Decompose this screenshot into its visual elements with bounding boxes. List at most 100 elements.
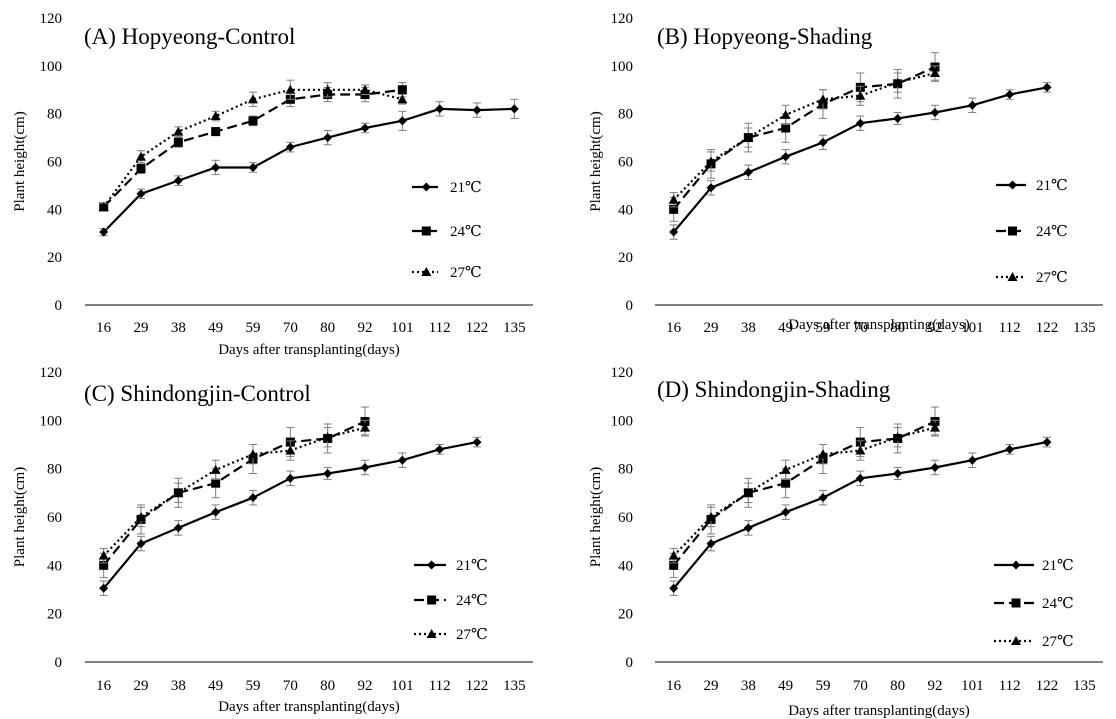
data-point bbox=[173, 176, 183, 186]
legend-label: 21℃ bbox=[1036, 178, 1068, 194]
data-point bbox=[706, 156, 716, 166]
series bbox=[668, 419, 940, 564]
series-line bbox=[672, 441, 1048, 590]
y-tick-label: 0 bbox=[626, 655, 634, 671]
series-line bbox=[672, 86, 1048, 233]
legend-label: 27℃ bbox=[1036, 270, 1068, 286]
legend-entry: 21℃ bbox=[412, 180, 482, 196]
data-point bbox=[98, 201, 109, 211]
data-point bbox=[323, 469, 333, 478]
panel-title: (A) Hopyeong-Control bbox=[84, 24, 295, 49]
series bbox=[669, 52, 940, 222]
data-point bbox=[743, 132, 754, 142]
x-tick-label: 92 bbox=[358, 678, 373, 694]
y-tick-label: 60 bbox=[47, 155, 62, 171]
x-tick-label: 59 bbox=[816, 320, 831, 336]
series-line bbox=[102, 107, 515, 233]
data-point bbox=[892, 432, 903, 442]
legend-entry: 24℃ bbox=[994, 596, 1074, 612]
data-point bbox=[435, 444, 445, 454]
x-tick-label: 101 bbox=[961, 678, 984, 694]
x-tick-label: 49 bbox=[778, 320, 793, 336]
legend-marker bbox=[426, 629, 437, 638]
y-tick-label: 100 bbox=[40, 59, 63, 75]
data-point bbox=[211, 478, 221, 488]
data-point bbox=[781, 507, 791, 517]
legend-label: 21℃ bbox=[1042, 558, 1074, 574]
y-tick-label: 0 bbox=[55, 298, 63, 314]
data-point bbox=[743, 167, 753, 177]
legend-entry: 24℃ bbox=[996, 224, 1068, 240]
y-tick-label: 40 bbox=[618, 202, 633, 218]
y-tick-label: 80 bbox=[47, 462, 62, 478]
series bbox=[98, 419, 370, 564]
data-point bbox=[397, 85, 407, 95]
legend-label: 24℃ bbox=[456, 593, 488, 609]
x-tick-label: 112 bbox=[429, 678, 451, 694]
data-point bbox=[893, 469, 903, 478]
data-point bbox=[136, 539, 146, 549]
y-tick-label: 20 bbox=[47, 250, 62, 266]
series bbox=[99, 436, 482, 597]
series bbox=[99, 98, 519, 237]
x-tick-label: 70 bbox=[853, 320, 868, 336]
x-tick-label: 92 bbox=[928, 678, 943, 694]
data-point bbox=[173, 137, 183, 147]
data-point bbox=[669, 204, 679, 214]
x-tick-label: 38 bbox=[741, 320, 756, 336]
series bbox=[99, 406, 370, 578]
y-tick-label: 100 bbox=[611, 413, 634, 429]
data-point bbox=[668, 550, 679, 560]
y-tick-label: 120 bbox=[40, 365, 63, 381]
data-point bbox=[892, 77, 903, 87]
data-point bbox=[360, 123, 370, 133]
data-point bbox=[248, 493, 258, 503]
data-point bbox=[930, 107, 940, 117]
data-point bbox=[211, 127, 221, 137]
data-point bbox=[855, 90, 866, 100]
data-point bbox=[818, 94, 828, 104]
legend-entry: 27℃ bbox=[994, 634, 1074, 650]
legend-marker bbox=[1011, 560, 1021, 570]
y-tick-label: 20 bbox=[618, 250, 633, 266]
x-tick-label: 112 bbox=[429, 320, 451, 336]
y-tick-label: 80 bbox=[618, 107, 633, 123]
data-point bbox=[855, 473, 865, 483]
legend-entry: 27℃ bbox=[996, 270, 1068, 286]
x-tick-label: 29 bbox=[704, 320, 719, 336]
data-point bbox=[669, 560, 679, 570]
legend-entry: 27℃ bbox=[412, 265, 482, 281]
data-point bbox=[1042, 437, 1052, 447]
data-point bbox=[893, 113, 903, 123]
legend-marker bbox=[1011, 598, 1021, 608]
panel-title: (B) Hopyeong-Shading bbox=[657, 24, 873, 49]
legend-marker bbox=[421, 226, 431, 236]
data-point bbox=[509, 104, 519, 114]
data-point bbox=[781, 123, 791, 133]
x-tick-label: 38 bbox=[171, 320, 186, 336]
legend-entry: 21℃ bbox=[996, 178, 1068, 194]
legend-marker bbox=[1008, 180, 1017, 190]
x-tick-label: 49 bbox=[778, 678, 793, 694]
y-tick-label: 40 bbox=[618, 558, 633, 574]
x-tick-label: 112 bbox=[999, 678, 1021, 694]
panel-title: (D) Shindongjin-Shading bbox=[657, 377, 891, 402]
y-tick-label: 40 bbox=[47, 202, 62, 218]
y-tick-label: 120 bbox=[611, 11, 634, 27]
data-point bbox=[669, 227, 679, 237]
chart-panel: 0 20 40 60 80 100 120 16 29 38 49 59 70 80 92 101 112 122… bbox=[12, 365, 533, 715]
data-point bbox=[210, 464, 221, 474]
x-tick-label: 80 bbox=[890, 678, 905, 694]
data-point bbox=[210, 111, 221, 121]
data-point bbox=[397, 116, 407, 126]
x-tick-label: 70 bbox=[283, 320, 298, 336]
series-line bbox=[102, 441, 478, 590]
series-line bbox=[102, 88, 403, 208]
data-point bbox=[706, 512, 716, 521]
data-point bbox=[818, 137, 828, 147]
y-tick-label: 120 bbox=[611, 365, 634, 381]
x-tick-label: 49 bbox=[208, 678, 223, 694]
data-point bbox=[743, 523, 753, 533]
data-point bbox=[360, 84, 370, 94]
